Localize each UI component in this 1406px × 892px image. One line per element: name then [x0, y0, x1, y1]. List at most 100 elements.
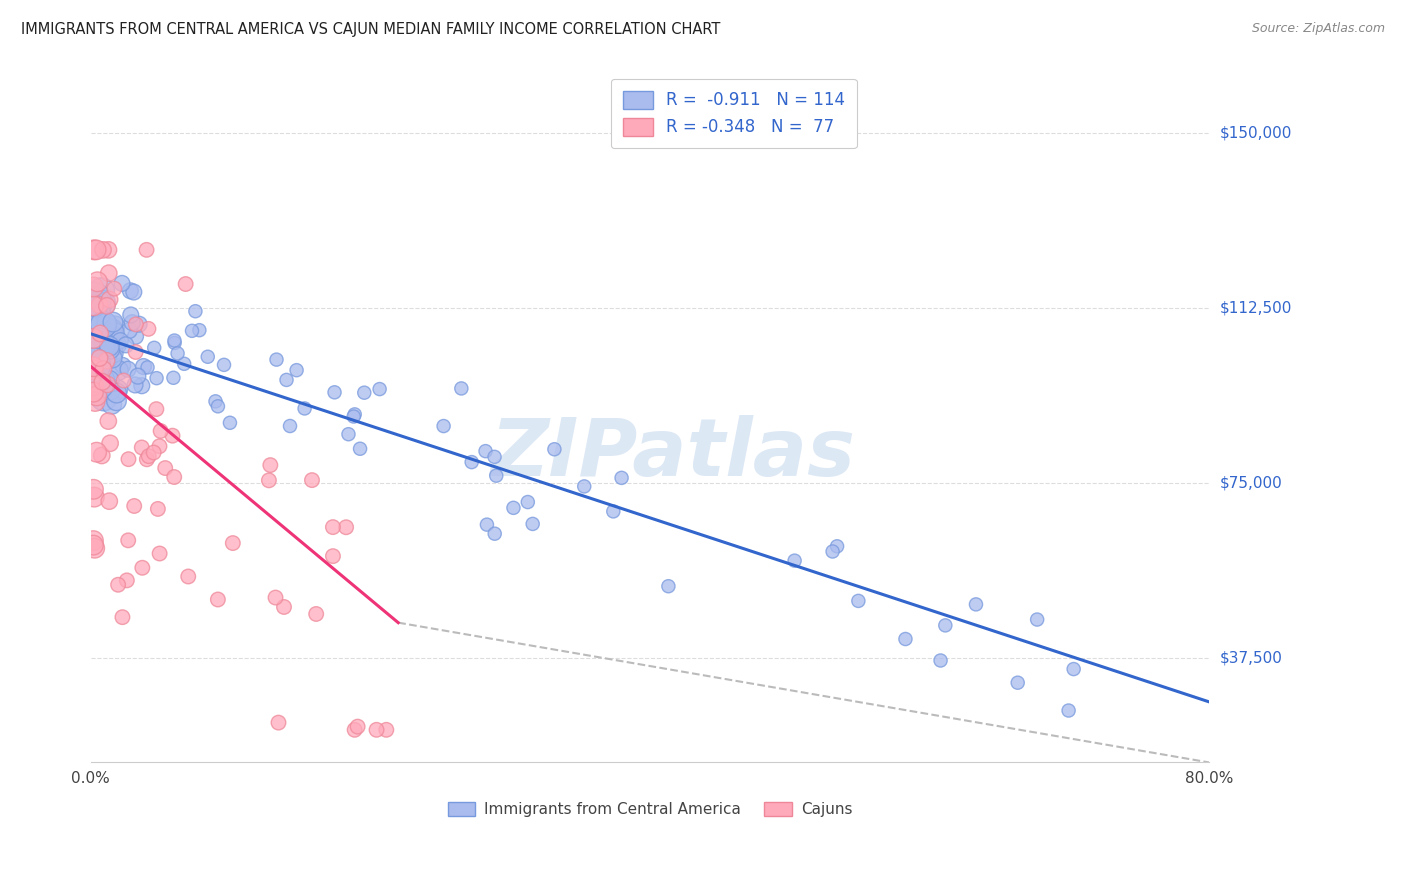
Point — [162, 371, 184, 385]
Point — [89, 326, 111, 341]
Point — [322, 520, 344, 534]
Point — [122, 499, 145, 513]
Point — [96, 316, 118, 330]
Text: IMMIGRANTS FROM CENTRAL AMERICA VS CAJUN MEDIAN FAMILY INCOME CORRELATION CHART: IMMIGRANTS FROM CENTRAL AMERICA VS CAJUN… — [21, 22, 720, 37]
Point — [207, 399, 229, 413]
Point — [366, 723, 388, 737]
Point — [91, 375, 114, 389]
Point — [111, 359, 134, 373]
Point — [82, 538, 104, 552]
Point — [138, 449, 160, 463]
Point — [516, 495, 538, 509]
Point — [264, 591, 287, 605]
Point — [825, 539, 848, 553]
Point — [149, 424, 172, 438]
Point — [97, 414, 120, 428]
Point — [929, 653, 952, 667]
Point — [181, 324, 204, 338]
Point — [86, 389, 108, 403]
Point — [135, 452, 157, 467]
Point — [98, 342, 121, 356]
Point — [276, 373, 298, 387]
Point — [657, 579, 679, 593]
Point — [127, 369, 149, 384]
Point — [353, 385, 375, 400]
Point — [132, 359, 155, 374]
Point — [97, 266, 120, 280]
Point — [82, 339, 104, 353]
Point — [100, 361, 122, 376]
Point — [86, 445, 108, 459]
Point — [259, 458, 281, 472]
Point — [103, 346, 125, 360]
Point — [82, 332, 104, 346]
Point — [173, 357, 195, 371]
Point — [188, 323, 211, 337]
Text: $150,000: $150,000 — [1220, 126, 1292, 141]
Point — [149, 547, 172, 561]
Point — [174, 277, 197, 291]
Point — [84, 243, 107, 257]
Point — [100, 397, 122, 411]
Point — [93, 318, 115, 332]
Point — [87, 369, 110, 384]
Point — [82, 359, 104, 374]
Point — [574, 479, 596, 493]
Legend: Immigrants from Central America, Cajuns: Immigrants from Central America, Cajuns — [441, 796, 858, 823]
Point — [114, 338, 136, 352]
Point — [82, 342, 104, 356]
Point — [212, 358, 235, 372]
Point — [484, 450, 506, 464]
Point — [111, 277, 134, 291]
Point — [112, 374, 135, 388]
Point — [163, 334, 186, 348]
Point — [98, 293, 121, 307]
Point — [82, 280, 104, 294]
Point — [118, 324, 141, 338]
Point — [83, 490, 105, 504]
Text: ZIPatlas: ZIPatlas — [489, 415, 855, 493]
Point — [98, 383, 121, 397]
Point — [89, 351, 111, 365]
Point — [349, 442, 371, 456]
Point — [128, 317, 150, 331]
Point — [93, 391, 115, 405]
Point — [107, 578, 129, 592]
Point — [1057, 704, 1080, 718]
Point — [104, 318, 127, 333]
Point — [142, 445, 165, 459]
Point — [136, 360, 159, 375]
Point — [934, 618, 956, 632]
Point — [98, 436, 121, 450]
Point — [96, 349, 118, 363]
Point — [82, 362, 104, 376]
Point — [301, 473, 323, 487]
Point — [131, 378, 153, 392]
Point — [124, 329, 146, 343]
Point — [105, 393, 128, 408]
Point — [96, 352, 118, 367]
Point — [107, 363, 129, 377]
Point — [305, 607, 328, 621]
Point — [278, 419, 301, 434]
Point — [145, 371, 167, 385]
Point — [485, 468, 508, 483]
Point — [83, 541, 105, 556]
Point — [97, 243, 120, 257]
Point — [335, 520, 357, 534]
Point — [124, 345, 146, 359]
Point — [204, 394, 226, 409]
Point — [484, 526, 506, 541]
Point — [90, 374, 112, 388]
Point — [101, 322, 124, 336]
Point — [82, 378, 104, 392]
Point — [84, 324, 107, 338]
Point — [82, 385, 104, 400]
Point — [104, 329, 127, 343]
Point — [125, 318, 148, 332]
Text: $112,500: $112,500 — [1220, 301, 1292, 316]
Point — [502, 500, 524, 515]
Point — [166, 346, 188, 360]
Point — [821, 544, 844, 558]
Point — [83, 243, 105, 257]
